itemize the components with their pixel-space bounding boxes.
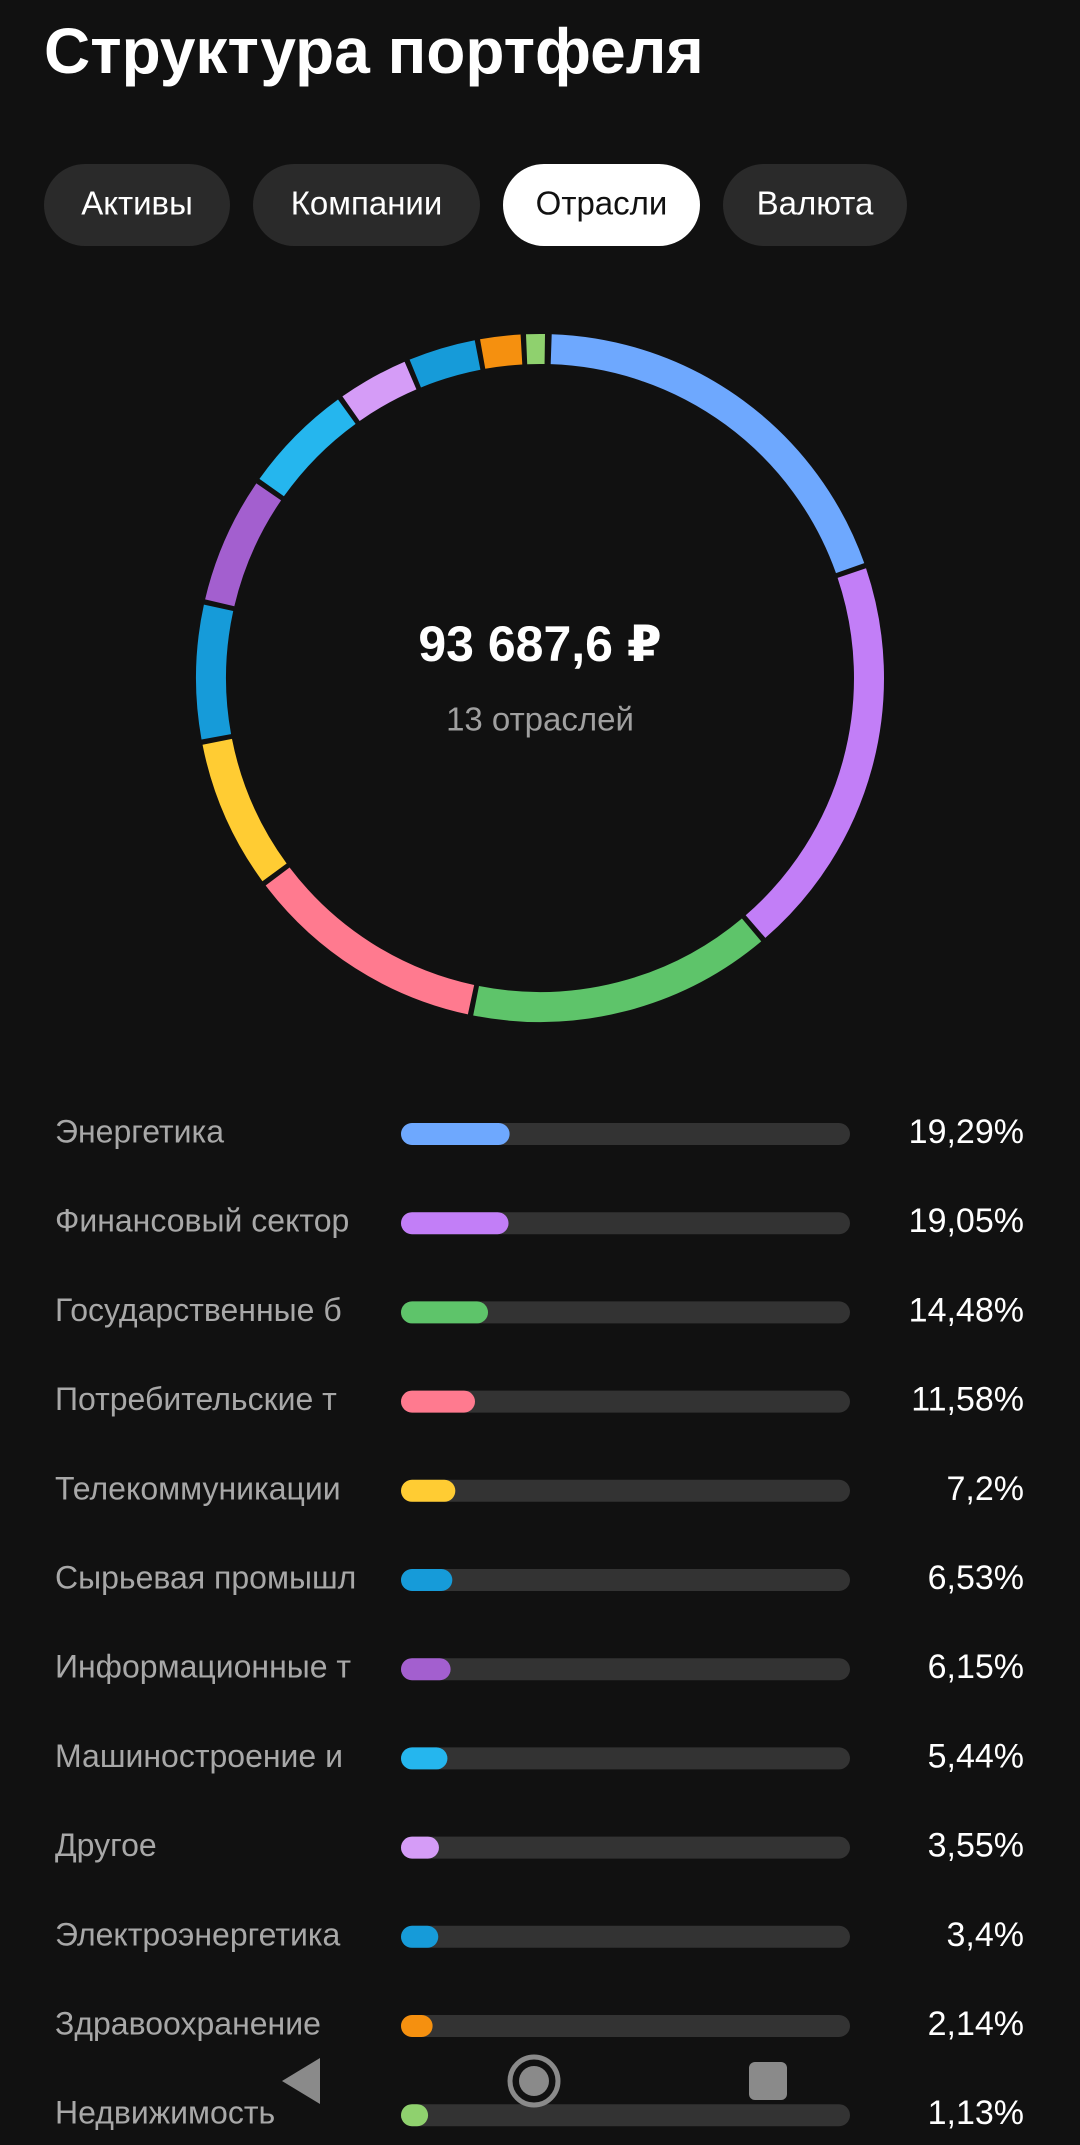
bar-fill — [401, 1390, 475, 1413]
total-value: 93 687,6 ₽ — [418, 616, 661, 672]
sector-list: Энергетика 19,29% Финансовый сектор 19,05% Г… — [55, 1113, 1024, 2132]
bar-track — [401, 1836, 850, 1859]
bar-track — [401, 1747, 850, 1770]
sector-percent: 11,58% — [911, 1381, 1024, 1419]
sector-name: Другое — [55, 1827, 157, 1863]
tab[interactable] — [503, 164, 700, 246]
tab-bar: Активы Компании Отрасли Валюта — [44, 164, 907, 246]
sector-percent: 1,13% — [928, 2094, 1024, 2132]
bar-track — [401, 1925, 850, 1948]
donut-segment — [259, 399, 356, 497]
bar-fill — [401, 1925, 439, 1948]
sector-percent: 3,55% — [928, 1827, 1024, 1865]
tab-label[interactable]: Отрасли — [536, 185, 668, 222]
donut-segment — [480, 334, 523, 369]
nav-home-dot — [519, 2066, 549, 2096]
bar-track — [401, 1569, 850, 1591]
sector-percent: 6,15% — [928, 1648, 1024, 1686]
bar-fill — [401, 1836, 439, 1859]
sector-percent: 19,05% — [909, 1202, 1024, 1240]
bar-fill — [401, 1123, 510, 1145]
bar-fill — [401, 1479, 456, 1502]
tab[interactable] — [253, 164, 480, 246]
donut-chart — [196, 334, 884, 1022]
bar-track — [401, 1479, 850, 1502]
tab[interactable] — [723, 164, 907, 246]
donut-segment — [202, 738, 287, 882]
tab-label[interactable]: Валюта — [757, 185, 874, 222]
bar-fill — [401, 1569, 453, 1591]
sector-name: Финансовый сектор — [55, 1203, 349, 1239]
bar-fill — [401, 1212, 509, 1235]
donut-segment — [550, 334, 865, 574]
bar-fill — [401, 1747, 448, 1770]
sector-name: Машиностроение и — [55, 1738, 343, 1774]
bar-track — [401, 1390, 850, 1413]
bar-fill — [401, 2015, 433, 2037]
sector-name: Электроэнергетика — [55, 1916, 341, 1952]
sector-percent: 5,44% — [928, 1737, 1024, 1775]
sector-name: Информационные т — [55, 1649, 351, 1685]
sector-name: Потребительские т — [55, 1381, 337, 1417]
sector-name: Телекоммуникации — [55, 1470, 341, 1506]
tab[interactable] — [44, 164, 230, 246]
nav-recents[interactable] — [749, 2062, 787, 2100]
sector-percent: 19,29% — [909, 1113, 1024, 1151]
nav-home[interactable] — [507, 2054, 561, 2108]
sector-name: Сырьевая промышл — [55, 1559, 356, 1595]
sector-percent: 3,4% — [947, 1916, 1025, 1954]
donut-segment — [473, 918, 762, 1022]
nav-bar — [282, 2054, 787, 2108]
bar-track — [401, 1212, 850, 1235]
bar-track — [401, 1123, 850, 1145]
sector-percent: 14,48% — [909, 1291, 1024, 1329]
sector-percent: 6,53% — [928, 1559, 1024, 1597]
sector-name: Здравоохранение — [55, 2005, 321, 2041]
tab-label[interactable]: Активы — [81, 185, 193, 222]
donut-segment — [342, 361, 417, 422]
bar-fill — [401, 1658, 451, 1681]
bar-fill — [401, 2104, 429, 2127]
bar-track — [401, 2015, 850, 2037]
sector-name: Энергетика — [55, 1113, 224, 1149]
sector-name: Государственные б — [55, 1292, 342, 1328]
tab-label[interactable]: Компании — [291, 185, 443, 222]
sector-count: 13 отраслей — [446, 701, 634, 738]
sector-percent: 7,2% — [947, 1470, 1025, 1508]
bar-track — [401, 1301, 850, 1324]
donut-segment — [265, 867, 475, 1015]
nav-back[interactable] — [282, 2058, 320, 2104]
sector-name: Недвижимость — [55, 2095, 275, 2131]
bar-track — [401, 1658, 850, 1681]
donut-segment — [205, 483, 282, 607]
bar-fill — [401, 1301, 489, 1324]
sector-percent: 2,14% — [928, 2005, 1024, 2043]
page-title: Структура портфеля — [44, 15, 704, 87]
bar-track — [401, 2104, 850, 2127]
donut-segment — [409, 340, 481, 388]
donut-segment — [196, 604, 234, 740]
donut-segment — [745, 568, 884, 938]
